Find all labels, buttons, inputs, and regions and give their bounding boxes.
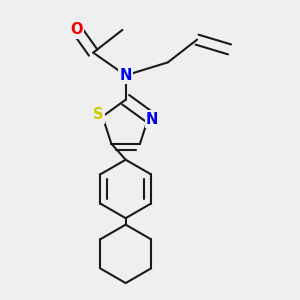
Text: N: N — [119, 68, 132, 83]
Text: S: S — [93, 107, 104, 122]
Text: O: O — [71, 22, 83, 38]
Text: N: N — [146, 112, 158, 127]
